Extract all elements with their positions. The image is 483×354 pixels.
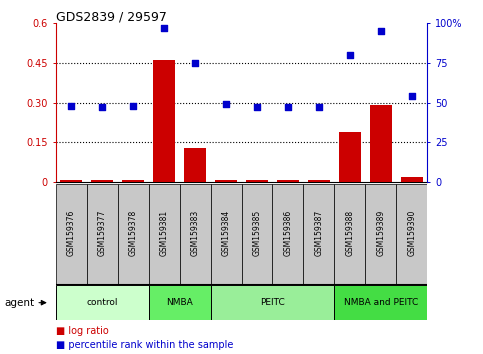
Bar <box>242 184 272 285</box>
Bar <box>86 184 117 285</box>
Bar <box>211 285 334 320</box>
Bar <box>308 180 330 182</box>
Bar <box>215 180 237 182</box>
Bar <box>149 285 211 320</box>
Point <box>98 105 106 110</box>
Bar <box>339 132 361 182</box>
Text: GSM159381: GSM159381 <box>159 210 169 256</box>
Bar <box>334 184 366 285</box>
Bar <box>56 184 86 285</box>
Bar <box>272 184 303 285</box>
Text: GSM159386: GSM159386 <box>284 209 293 256</box>
Text: GSM159384: GSM159384 <box>222 209 230 256</box>
Text: ■ percentile rank within the sample: ■ percentile rank within the sample <box>56 341 233 350</box>
Bar <box>184 148 206 182</box>
Text: GSM159383: GSM159383 <box>190 209 199 256</box>
Bar <box>246 180 268 182</box>
Bar <box>401 177 423 182</box>
Point <box>222 101 230 107</box>
Text: NMBA and PEITC: NMBA and PEITC <box>344 298 418 307</box>
Bar <box>149 184 180 285</box>
Bar <box>334 285 427 320</box>
Point <box>377 28 385 34</box>
Text: GSM159389: GSM159389 <box>376 209 385 256</box>
Bar <box>303 184 334 285</box>
Text: GSM159378: GSM159378 <box>128 209 138 256</box>
Point <box>346 52 354 58</box>
Text: control: control <box>86 298 118 307</box>
Bar <box>366 184 397 285</box>
Text: ■ log ratio: ■ log ratio <box>56 326 108 336</box>
Bar <box>211 184 242 285</box>
Point <box>408 93 416 99</box>
Bar <box>117 184 149 285</box>
Bar <box>277 180 299 182</box>
Bar <box>397 184 427 285</box>
Bar <box>180 184 211 285</box>
Point <box>129 103 137 109</box>
Text: GDS2839 / 29597: GDS2839 / 29597 <box>56 11 167 24</box>
Point <box>67 103 75 109</box>
Point <box>284 105 292 110</box>
Text: GSM159376: GSM159376 <box>67 209 75 256</box>
Text: GSM159377: GSM159377 <box>98 209 107 256</box>
Bar <box>56 285 149 320</box>
Point <box>191 60 199 66</box>
Bar <box>153 60 175 182</box>
Text: GSM159387: GSM159387 <box>314 209 324 256</box>
Text: GSM159390: GSM159390 <box>408 209 416 256</box>
Text: GSM159388: GSM159388 <box>345 210 355 256</box>
Point <box>315 105 323 110</box>
Bar <box>91 180 113 182</box>
Text: agent: agent <box>5 298 35 308</box>
Point <box>253 105 261 110</box>
Bar <box>122 180 144 182</box>
Text: NMBA: NMBA <box>166 298 193 307</box>
Bar <box>60 180 82 182</box>
Bar <box>370 105 392 182</box>
Text: GSM159385: GSM159385 <box>253 209 261 256</box>
Text: PEITC: PEITC <box>260 298 285 307</box>
Point <box>160 25 168 31</box>
